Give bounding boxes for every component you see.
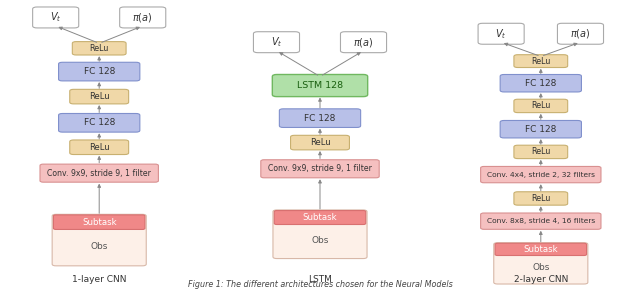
FancyBboxPatch shape xyxy=(59,62,140,81)
Text: 2-layer CNN: 2-layer CNN xyxy=(514,276,568,284)
FancyBboxPatch shape xyxy=(514,55,568,68)
Text: $V_t$: $V_t$ xyxy=(50,10,61,24)
Text: Conv. 4x4, stride 2, 32 filters: Conv. 4x4, stride 2, 32 filters xyxy=(487,172,595,178)
Text: Subtask: Subtask xyxy=(303,213,337,222)
FancyBboxPatch shape xyxy=(72,42,126,55)
Text: ReLu: ReLu xyxy=(531,102,550,110)
FancyBboxPatch shape xyxy=(253,32,300,53)
FancyBboxPatch shape xyxy=(70,140,129,155)
Text: FC 128: FC 128 xyxy=(83,67,115,76)
FancyBboxPatch shape xyxy=(33,7,79,28)
Text: ReLu: ReLu xyxy=(89,92,109,101)
Text: Conv. 8x8, stride 4, 16 filters: Conv. 8x8, stride 4, 16 filters xyxy=(486,218,595,224)
FancyBboxPatch shape xyxy=(261,160,380,178)
FancyBboxPatch shape xyxy=(273,210,367,258)
FancyBboxPatch shape xyxy=(514,99,568,113)
Text: ReLu: ReLu xyxy=(531,194,550,203)
Text: FC 128: FC 128 xyxy=(304,114,336,123)
FancyBboxPatch shape xyxy=(481,166,601,183)
FancyBboxPatch shape xyxy=(70,89,129,104)
FancyBboxPatch shape xyxy=(500,74,581,92)
Text: ReLu: ReLu xyxy=(531,57,550,65)
Text: ReLu: ReLu xyxy=(90,44,109,53)
FancyBboxPatch shape xyxy=(514,145,568,159)
Text: 1-layer CNN: 1-layer CNN xyxy=(72,276,127,284)
Text: $V_t$: $V_t$ xyxy=(495,27,507,41)
FancyBboxPatch shape xyxy=(481,213,601,229)
Text: Obs: Obs xyxy=(532,263,550,272)
FancyBboxPatch shape xyxy=(275,211,366,225)
FancyBboxPatch shape xyxy=(500,120,581,138)
FancyBboxPatch shape xyxy=(478,23,524,44)
Text: ReLu: ReLu xyxy=(89,143,109,152)
Text: Subtask: Subtask xyxy=(82,218,116,227)
FancyBboxPatch shape xyxy=(280,109,361,127)
FancyBboxPatch shape xyxy=(120,7,166,28)
FancyBboxPatch shape xyxy=(495,243,586,255)
FancyBboxPatch shape xyxy=(59,113,140,132)
Text: Obs: Obs xyxy=(311,236,329,245)
FancyBboxPatch shape xyxy=(340,32,387,53)
Text: Subtask: Subtask xyxy=(524,245,558,254)
FancyBboxPatch shape xyxy=(273,74,367,97)
Text: $V_t$: $V_t$ xyxy=(271,35,282,49)
FancyBboxPatch shape xyxy=(40,164,159,182)
FancyBboxPatch shape xyxy=(557,23,604,44)
Text: $\pi(a)$: $\pi(a)$ xyxy=(132,11,153,24)
Text: FC 128: FC 128 xyxy=(525,125,557,134)
Text: FC 128: FC 128 xyxy=(83,118,115,127)
Text: $\pi(a)$: $\pi(a)$ xyxy=(570,27,591,40)
Text: ReLu: ReLu xyxy=(531,148,550,156)
Text: ReLu: ReLu xyxy=(310,138,330,147)
Text: Obs: Obs xyxy=(90,242,108,251)
Text: LSTM 128: LSTM 128 xyxy=(297,81,343,90)
FancyBboxPatch shape xyxy=(52,214,147,266)
FancyBboxPatch shape xyxy=(514,192,568,205)
Text: Conv. 9x9, stride 9, 1 filter: Conv. 9x9, stride 9, 1 filter xyxy=(47,169,151,178)
FancyBboxPatch shape xyxy=(291,135,349,150)
Text: FC 128: FC 128 xyxy=(525,79,557,88)
FancyBboxPatch shape xyxy=(54,215,145,229)
FancyBboxPatch shape xyxy=(494,243,588,284)
Text: Figure 1: The different architectures chosen for the Neural Models: Figure 1: The different architectures ch… xyxy=(188,280,452,289)
Text: $\pi(a)$: $\pi(a)$ xyxy=(353,36,374,49)
Text: Conv. 9x9, stride 9, 1 filter: Conv. 9x9, stride 9, 1 filter xyxy=(268,164,372,173)
Text: LSTM: LSTM xyxy=(308,276,332,284)
